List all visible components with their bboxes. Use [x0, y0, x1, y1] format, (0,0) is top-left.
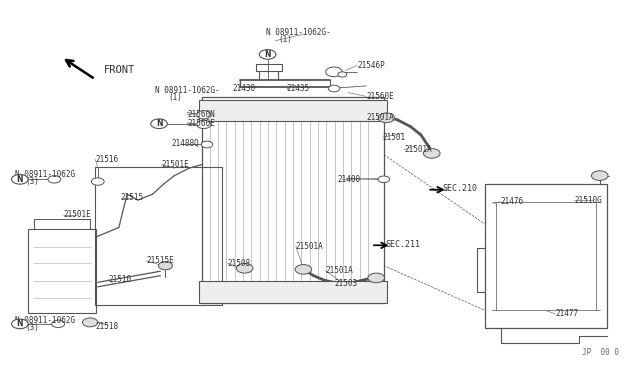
Text: N: N [17, 320, 23, 328]
Text: 21501E: 21501E [162, 160, 189, 169]
Circle shape [151, 119, 168, 129]
Text: SEC.210: SEC.210 [443, 185, 477, 193]
Circle shape [196, 121, 211, 129]
Text: 21503: 21503 [334, 279, 357, 288]
Circle shape [196, 111, 211, 119]
Circle shape [201, 141, 212, 148]
Text: 21516: 21516 [95, 155, 118, 164]
Text: 21560E: 21560E [187, 119, 215, 128]
Text: 21510: 21510 [108, 275, 131, 284]
Circle shape [259, 49, 276, 59]
Bar [484, 184, 607, 328]
Text: N: N [156, 119, 163, 128]
Text: FRONT: FRONT [104, 65, 136, 76]
Text: 21501A: 21501A [366, 113, 394, 122]
Text: N 08911-1062G-: N 08911-1062G- [156, 86, 220, 95]
Circle shape [12, 319, 28, 329]
Text: 21501A: 21501A [404, 145, 432, 154]
Circle shape [159, 262, 173, 270]
Circle shape [424, 148, 440, 158]
Text: 21501: 21501 [383, 132, 406, 142]
Text: N 08911-1062G-: N 08911-1062G- [266, 28, 330, 37]
Circle shape [378, 176, 390, 183]
Bar [28, 230, 97, 313]
Text: (1): (1) [278, 35, 292, 44]
Text: 21400: 21400 [338, 175, 361, 184]
Circle shape [295, 264, 312, 274]
Bar [95, 167, 221, 305]
Text: 21515: 21515 [121, 193, 144, 202]
Text: N 08911-1062G: N 08911-1062G [15, 316, 75, 325]
Text: 21518: 21518 [95, 321, 118, 331]
Circle shape [368, 273, 385, 283]
Text: 21560N: 21560N [187, 110, 215, 119]
Text: JP  00 0: JP 00 0 [582, 348, 619, 357]
Text: (3): (3) [25, 323, 39, 332]
Bar [198, 281, 387, 303]
Circle shape [338, 72, 347, 77]
Text: (1): (1) [168, 93, 182, 102]
Text: 21510G: 21510G [574, 196, 602, 205]
Text: (3): (3) [25, 177, 39, 186]
Text: N 08911-1062G: N 08911-1062G [15, 170, 75, 179]
Circle shape [92, 178, 104, 185]
Text: 21546P: 21546P [357, 61, 385, 70]
Text: 21430: 21430 [232, 84, 255, 93]
Circle shape [591, 171, 608, 180]
Text: 21501E: 21501E [63, 211, 91, 219]
Text: 21501A: 21501A [325, 266, 353, 275]
Text: SEC.211: SEC.211 [385, 240, 420, 249]
Circle shape [236, 263, 253, 273]
Text: 21488Q: 21488Q [172, 139, 200, 148]
Text: 21508: 21508 [227, 259, 250, 267]
Circle shape [12, 174, 28, 184]
Circle shape [326, 67, 342, 77]
Text: 21501A: 21501A [296, 241, 323, 250]
Bar [202, 97, 384, 303]
Circle shape [83, 318, 98, 327]
Text: 21435: 21435 [287, 84, 310, 93]
Text: 21477: 21477 [555, 310, 578, 318]
Circle shape [378, 113, 395, 123]
Text: 21560E: 21560E [366, 92, 394, 101]
Text: 21476: 21476 [500, 197, 524, 206]
Circle shape [328, 85, 340, 92]
Circle shape [48, 176, 61, 183]
Text: N: N [17, 175, 23, 184]
Text: 21515E: 21515E [147, 256, 174, 265]
Text: N: N [264, 50, 271, 59]
Bar [198, 100, 387, 121]
Circle shape [52, 320, 65, 328]
